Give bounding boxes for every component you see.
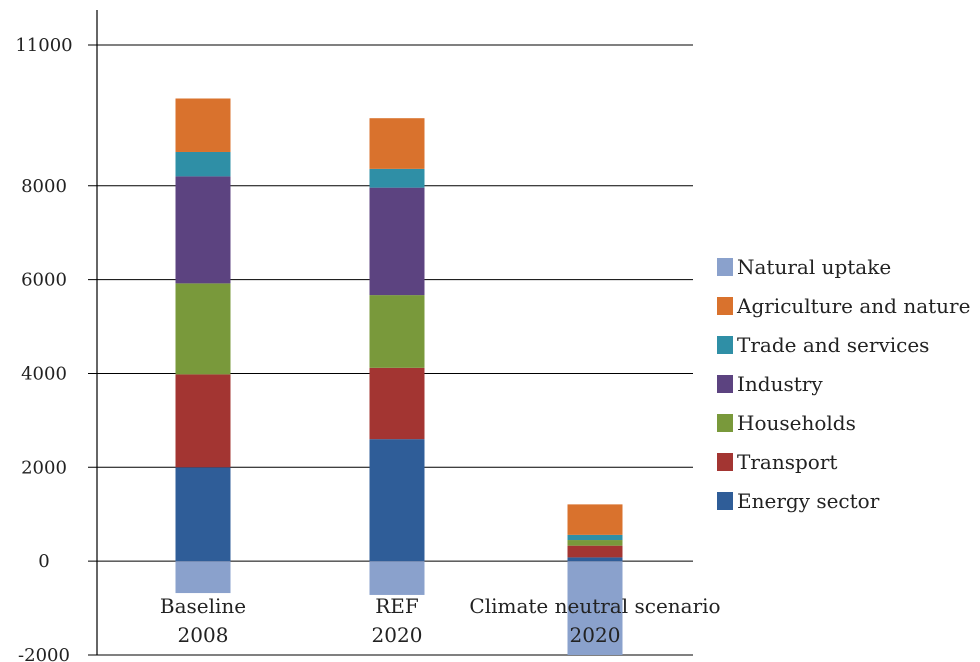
legend-label: Households <box>737 411 856 435</box>
legend-swatch <box>717 336 733 354</box>
y-tick-label: 11000 <box>15 35 72 56</box>
bar-segment <box>369 439 425 562</box>
y-tick-label: 2000 <box>21 457 67 478</box>
x-category-label: Baseline <box>160 594 246 618</box>
legend-label: Transport <box>737 450 837 474</box>
legend-swatch <box>717 258 733 276</box>
bar-segment <box>369 118 425 169</box>
bar-segment <box>175 467 231 562</box>
bar-segment <box>369 367 425 440</box>
bars <box>175 98 623 655</box>
y-tick-label: 8000 <box>21 176 67 197</box>
y-tick-labels: 11000 8000 6000 4000 2000 0 -2000 <box>15 35 72 662</box>
legend-label: Trade and services <box>737 333 929 357</box>
legend: Natural uptake Agriculture and nature Trad… <box>717 255 970 513</box>
legend-swatch <box>717 297 733 315</box>
x-category-label: 2020 <box>570 623 621 647</box>
legend-label: Agriculture and nature <box>736 294 970 318</box>
bar-segment <box>175 283 231 375</box>
x-category-label: 2008 <box>178 623 229 647</box>
legend-swatch <box>717 375 733 393</box>
bar-segment <box>567 540 623 546</box>
bar-segment <box>567 534 623 541</box>
legend-swatch <box>717 453 733 471</box>
y-tick-label: 0 <box>38 551 49 572</box>
bar-segment <box>369 168 425 188</box>
y-tick-label: 4000 <box>21 363 67 384</box>
y-tick-label: -2000 <box>18 645 70 662</box>
bar-segment <box>175 176 231 284</box>
legend-label: Industry <box>737 372 823 396</box>
y-tick-label: 6000 <box>21 270 67 291</box>
bar-segment <box>369 187 425 296</box>
legend-swatch <box>717 414 733 432</box>
x-category-labels: Baseline 2008 REF 2020 Climate neutral scena… <box>160 594 721 647</box>
bar-segment <box>175 374 231 468</box>
x-category-label: REF <box>375 594 419 618</box>
x-category-label: Climate neutral scenario <box>469 594 720 618</box>
legend-swatch <box>717 492 733 510</box>
bar-segment <box>175 561 231 594</box>
bar-segment <box>175 151 231 177</box>
bar-segment <box>567 504 623 535</box>
legend-label: Energy sector <box>737 489 880 513</box>
bar-segment <box>369 295 425 368</box>
legend-label: Natural uptake <box>737 255 891 279</box>
x-category-label: 2020 <box>372 623 423 647</box>
bar-segment <box>567 545 623 558</box>
bar-segment <box>567 561 623 655</box>
bar-segment <box>175 98 231 152</box>
bar-segment <box>369 561 425 595</box>
bar-segment <box>567 557 623 562</box>
